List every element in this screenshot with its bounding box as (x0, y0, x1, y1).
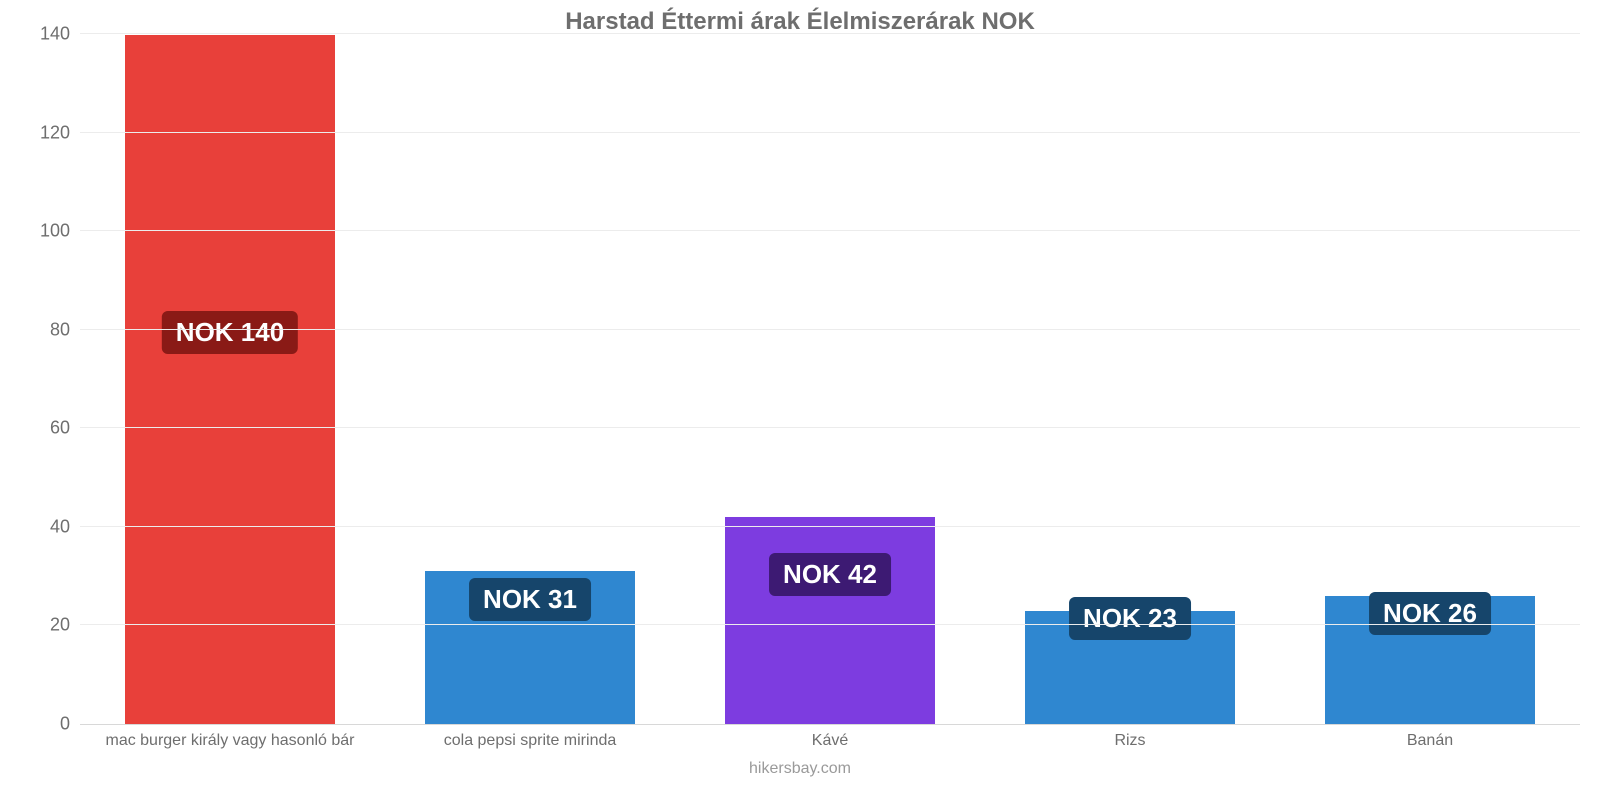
grid-line (80, 33, 1580, 34)
grid-line (80, 230, 1580, 231)
value-badge: NOK 26 (1369, 592, 1491, 635)
y-tick-label: 140 (0, 24, 70, 45)
bar-slot: NOK 42 (680, 35, 980, 724)
chart-footer: hikersbay.com (0, 760, 1600, 778)
value-badge: NOK 23 (1069, 597, 1191, 640)
bar-slot: NOK 31 (380, 35, 680, 724)
x-tick-label: mac burger király vagy hasonló bár (80, 732, 380, 750)
y-tick-label: 100 (0, 221, 70, 242)
plot-area: NOK 140NOK 31NOK 42NOK 23NOK 26 02040608… (80, 35, 1580, 725)
x-tick-label: Banán (1280, 732, 1580, 750)
value-badge: NOK 31 (469, 578, 591, 621)
bar (725, 517, 935, 724)
chart-container: Harstad Éttermi árak Élelmiszerárak NOK … (0, 0, 1600, 800)
y-tick-label: 120 (0, 122, 70, 143)
y-tick-label: 80 (0, 319, 70, 340)
value-badge: NOK 140 (162, 311, 298, 354)
x-tick-label: Rizs (980, 732, 1280, 750)
y-tick-label: 40 (0, 516, 70, 537)
y-tick-label: 20 (0, 615, 70, 636)
bar (125, 35, 335, 724)
bars-container: NOK 140 NOK 31 NOK 42 NOK 23 NOK 26 (80, 35, 1580, 724)
grid-line (80, 132, 1580, 133)
y-tick-label: 60 (0, 418, 70, 439)
y-tick-label: 0 (0, 714, 70, 735)
x-axis-labels: mac burger király vagy hasonló bárcola p… (80, 732, 1580, 750)
chart-title: Harstad Éttermi árak Élelmiszerárak NOK (0, 8, 1600, 36)
grid-line (80, 624, 1580, 625)
grid-line (80, 329, 1580, 330)
x-tick-label: Kávé (680, 732, 980, 750)
grid-line (80, 526, 1580, 527)
bar-slot: NOK 140 (80, 35, 380, 724)
grid-line (80, 427, 1580, 428)
bar-slot: NOK 26 (1280, 35, 1580, 724)
value-badge: NOK 42 (769, 553, 891, 596)
bar-slot: NOK 23 (980, 35, 1280, 724)
x-tick-label: cola pepsi sprite mirinda (380, 732, 680, 750)
